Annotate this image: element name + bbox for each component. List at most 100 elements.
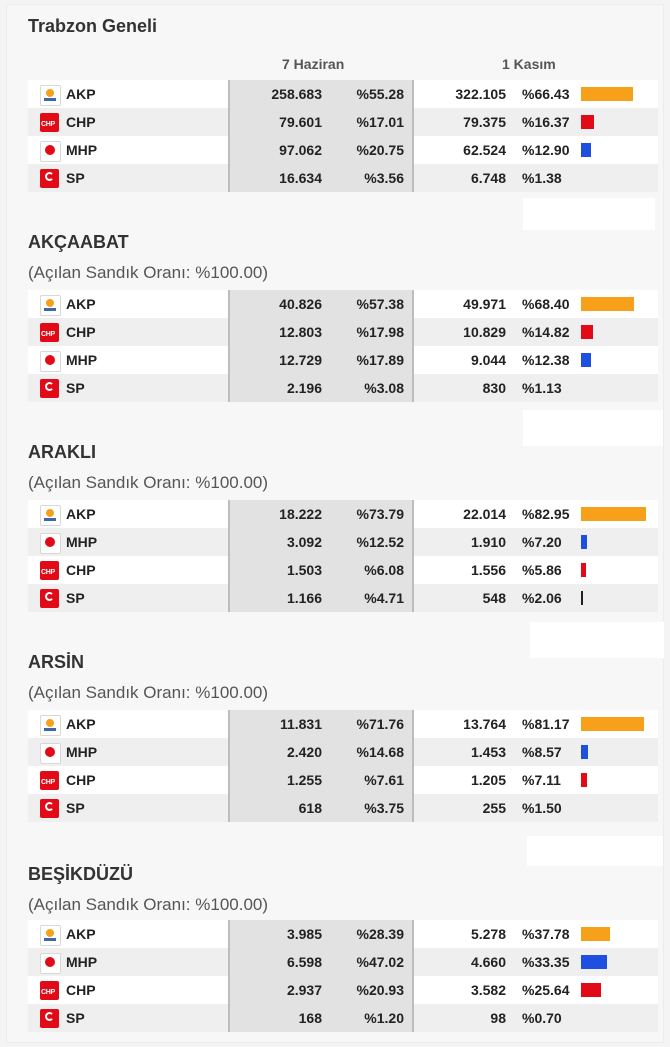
- chp-logo-icon: [40, 113, 59, 132]
- party-name: SP: [66, 380, 85, 396]
- june-percent: %17.89: [356, 352, 404, 368]
- june-votes: 12.729: [279, 352, 322, 368]
- november-votes: 13.764: [463, 716, 506, 732]
- blank-panel: [523, 198, 655, 230]
- column-headers: 7 Haziran 1 Kasım: [28, 56, 658, 80]
- chp-logo-icon: [40, 561, 59, 580]
- district-title: BEŞİKDÜZÜ: [28, 864, 134, 884]
- june-votes: 1.166: [286, 590, 322, 606]
- party-name: MHP: [66, 744, 98, 760]
- table-row: MHP 2.420 %14.68 1.453 %8.57: [28, 738, 658, 766]
- june-votes: 168: [298, 1010, 322, 1026]
- akp-logo-icon: [40, 505, 61, 526]
- party-name: CHP: [66, 772, 96, 788]
- table-row: AKP 3.985 %28.39 5.278 %37.78: [28, 920, 658, 948]
- vote-share-bar: [581, 143, 591, 157]
- november-votes: 1.910: [470, 534, 506, 550]
- akp-logo-icon: [40, 715, 61, 736]
- table-row: SP 168 %1.20 98 %0.70: [28, 1004, 658, 1032]
- june-percent: %6.08: [364, 562, 404, 578]
- june-percent: %20.75: [356, 142, 404, 158]
- june-column-cell: 618 %3.75: [228, 794, 414, 822]
- june-votes: 2.196: [286, 380, 322, 396]
- party-name: AKP: [66, 716, 96, 732]
- sp-logo-icon: [40, 379, 59, 398]
- mhp-logo-icon: [40, 743, 61, 764]
- november-votes: 1.556: [470, 562, 506, 578]
- chp-logo-icon: [40, 323, 59, 342]
- november-votes: 98: [490, 1010, 506, 1026]
- district-subtitle: (Açılan Sandık Oranı: %100.00): [28, 473, 269, 492]
- table-row: SP 618 %3.75 255 %1.50: [28, 794, 658, 822]
- june-percent: %55.28: [356, 86, 404, 102]
- june-votes: 40.826: [279, 296, 322, 312]
- november-percent: %25.64: [522, 982, 570, 998]
- june-percent: %3.56: [364, 170, 404, 186]
- june-column-cell: 3.092 %12.52: [228, 528, 414, 556]
- district-subtitle: (Açılan Sandık Oranı: %100.00): [28, 895, 269, 914]
- november-percent: %81.17: [522, 716, 570, 732]
- party-name: SP: [66, 170, 85, 186]
- june-column-cell: 18.222 %73.79: [228, 500, 414, 528]
- vote-share-bar: [581, 115, 594, 129]
- november-percent: %1.38: [522, 170, 562, 186]
- june-column-cell: 2.196 %3.08: [228, 374, 414, 402]
- june-votes: 97.062: [279, 142, 322, 158]
- june-votes: 3.985: [286, 926, 322, 942]
- november-percent: %8.57: [522, 744, 562, 760]
- district-subtitle: (Açılan Sandık Oranı: %100.00): [28, 263, 269, 282]
- akp-logo-icon: [40, 85, 61, 106]
- party-name: MHP: [66, 142, 98, 158]
- party-name: CHP: [66, 982, 96, 998]
- vote-share-bar: [581, 87, 633, 101]
- june-percent: %47.02: [356, 954, 404, 970]
- june-votes: 3.092: [286, 534, 322, 550]
- november-percent: %7.11: [522, 772, 561, 788]
- november-votes: 10.829: [463, 324, 506, 340]
- chp-logo-icon: [40, 981, 59, 1000]
- vote-share-bar: [581, 325, 593, 339]
- district-section: BEŞİKDÜZÜ (Açılan Sandık Oranı: %100.00) A…: [28, 862, 658, 1032]
- results-table: AKP 11.831 %71.76 13.764 %81.17 MHP 2.420 %14.6…: [28, 710, 658, 822]
- november-votes: 3.582: [470, 982, 506, 998]
- november-votes: 49.971: [463, 296, 506, 312]
- sp-logo-icon: [40, 589, 59, 608]
- vote-share-bar: [581, 773, 587, 787]
- june-votes: 1.503: [286, 562, 322, 578]
- june-percent: %7.61: [364, 772, 404, 788]
- vote-share-bar: [581, 297, 634, 311]
- results-table: AKP 18.222 %73.79 22.014 %82.95 MHP 3.092 %12.5…: [28, 500, 658, 612]
- table-row: AKP 18.222 %73.79 22.014 %82.95: [28, 500, 658, 528]
- party-name: MHP: [66, 534, 98, 550]
- june-percent: %3.08: [364, 380, 404, 396]
- june-column-cell: 6.598 %47.02: [228, 948, 414, 976]
- november-votes: 548: [482, 590, 506, 606]
- november-percent: %1.13: [522, 380, 562, 396]
- district-title: ARAKLI: [28, 442, 96, 462]
- district-section: AKÇAABAT (Açılan Sandık Oranı: %100.00) AK…: [28, 230, 658, 402]
- november-percent: %68.40: [522, 296, 570, 312]
- november-percent: %7.20: [522, 534, 562, 550]
- party-name: SP: [66, 590, 85, 606]
- june-column-cell: 12.729 %17.89: [228, 346, 414, 374]
- table-row: CHP 1.503 %6.08 1.556 %5.86: [28, 556, 658, 584]
- november-percent: %12.90: [522, 142, 570, 158]
- party-name: SP: [66, 1010, 85, 1026]
- november-votes: 62.524: [463, 142, 506, 158]
- table-row: SP 2.196 %3.08 830 %1.13: [28, 374, 658, 402]
- june-percent: %12.52: [356, 534, 404, 550]
- akp-logo-icon: [40, 295, 61, 316]
- results-table: AKP 40.826 %57.38 49.971 %68.40 CHP 12.803 %17.…: [28, 290, 658, 402]
- november-votes: 830: [482, 380, 506, 396]
- november-percent: %12.38: [522, 352, 570, 368]
- june-column-cell: 3.985 %28.39: [228, 920, 414, 948]
- table-row: SP 16.634 %3.56 6.748 %1.38: [28, 164, 658, 192]
- june-votes: 12.803: [279, 324, 322, 340]
- vote-share-bar: [581, 507, 646, 521]
- november-percent: %5.86: [522, 562, 562, 578]
- vote-share-bar: [581, 563, 586, 577]
- june-column-cell: 79.601 %17.01: [228, 108, 414, 136]
- chp-logo-icon: [40, 771, 59, 790]
- june-percent: %71.76: [356, 716, 404, 732]
- party-name: AKP: [66, 506, 96, 522]
